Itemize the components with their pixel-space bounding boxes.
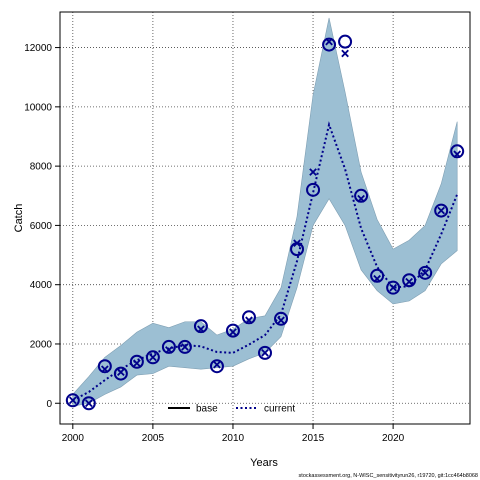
axes: 2000 2005 2010 2015 2020 0 2000 4000 6000 8000 100… [24,43,404,444]
y-tick-label-0: 0 [46,399,52,410]
predicted-point-2019 [373,274,381,283]
observed-point-2005 [145,350,160,365]
observed-point-2009 [209,359,224,374]
predicted-point-2016 [325,37,333,46]
plot-frame [59,11,471,425]
predicted-point-2006 [165,346,173,354]
observed-point-2001 [81,396,96,411]
predicted-point-2002 [101,365,109,374]
observed-point-2002 [97,359,112,374]
observed-point-2008 [193,319,208,334]
predicted-point-2007 [181,343,189,351]
series-line-current [72,121,459,402]
series-lines [72,121,459,402]
observed-point-2010 [225,323,240,338]
predicted-point-2010 [229,328,237,336]
predicted-point-2013 [277,316,285,325]
predicted-point-2005 [149,353,157,362]
y-axis-title: Catch [13,204,25,233]
observed-point-2023 [434,203,449,218]
observed-point-2011 [241,310,256,325]
predicted-point-2015 [309,168,317,176]
footer-credit: stockassessment.org, N-WISC_sensitivityr… [299,473,478,479]
x-tick-label-2020: 2020 [382,433,405,444]
x-tick-label-2015: 2015 [302,433,325,444]
legend-current-label: current [264,404,295,415]
observed-point-2007 [177,339,192,354]
y-tick-label-8000: 8000 [30,162,53,173]
observed-point-2012 [258,345,272,360]
x-tick-label-2005: 2005 [142,433,165,444]
predicted-point-2024 [453,150,462,159]
y-tick-label-2000: 2000 [30,339,53,350]
observed-point-2016 [322,37,337,52]
observed-point-2019 [370,268,385,283]
predicted-point-2014 [293,239,301,248]
x-tick-label-2010: 2010 [222,433,245,444]
observed-point-2018 [354,188,369,203]
observed-point-2003 [113,366,128,381]
observed-point-2021 [402,273,417,288]
y-tick-label-6000: 6000 [30,221,53,232]
legend-base-label: base [196,404,218,415]
x-tick-label-2000: 2000 [62,433,85,444]
predicted-point-2000 [68,396,77,405]
predicted-point-2012 [261,349,269,357]
predicted-point-2018 [357,194,365,203]
predicted-point-2009 [213,360,221,369]
observed-point-2004 [129,354,144,369]
predicted-point-2020 [389,283,397,292]
predicted-point-2021 [405,277,413,286]
predicted-point-2003 [117,368,125,376]
observed-point-2006 [161,339,176,354]
band-area [72,17,458,407]
y-tick-label-10000: 10000 [24,102,52,113]
x-axis-title: Years [250,457,278,469]
observed-point-2013 [274,311,289,326]
observed-point-2024 [450,144,465,159]
observed-point-2000 [65,393,80,408]
predicted-point-2004 [133,359,141,368]
observed-point-2017 [338,34,353,49]
observed-point-2015 [306,182,321,197]
observed-point-2020 [386,280,401,295]
data-markers [65,34,465,411]
predicted-point-2011 [245,316,253,325]
predicted-point-2017 [341,49,349,58]
observed-point-2022 [418,265,433,280]
predicted-point-2001 [84,399,93,408]
confidence-band [72,17,458,407]
y-tick-label-12000: 12000 [24,43,52,54]
predicted-point-2008 [197,325,205,333]
predicted-point-2023 [437,206,446,215]
legend: base current [168,404,295,415]
predicted-point-2022 [421,268,429,277]
y-tick-label-4000: 4000 [30,280,53,291]
